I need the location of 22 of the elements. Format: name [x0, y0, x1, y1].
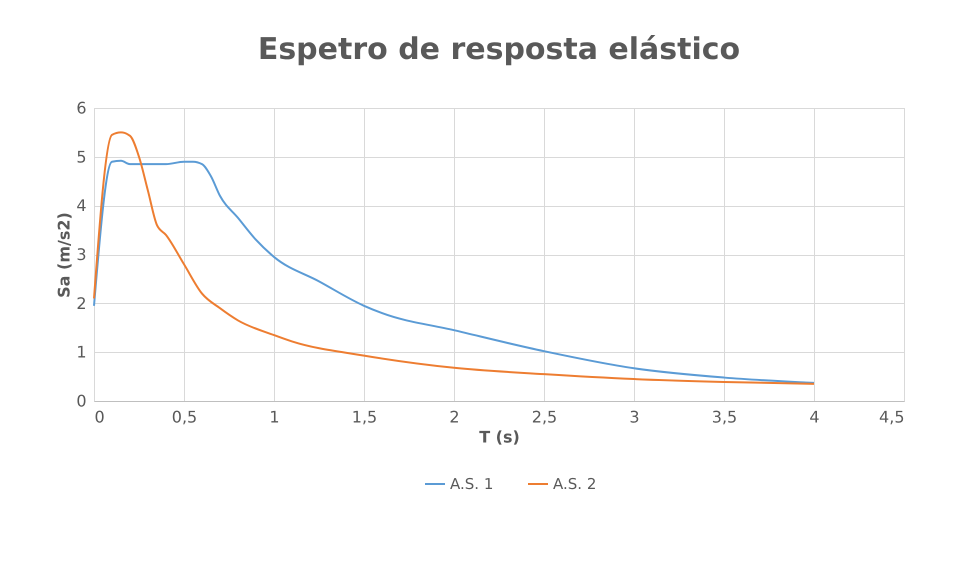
- x-tick-label: 0: [94, 408, 105, 426]
- y-tick-label: 5: [76, 147, 86, 166]
- legend-label: A.S. 2: [553, 475, 596, 493]
- x-tick-label: 4,5: [879, 408, 904, 426]
- x-tick-label: 3: [629, 408, 640, 426]
- legend-label: A.S. 1: [450, 475, 494, 493]
- x-tick-label: 3,5: [712, 408, 738, 426]
- x-tick-label: 0,5: [172, 408, 198, 426]
- y-tick-label: 0: [76, 392, 86, 410]
- y-tick-label: 4: [76, 196, 86, 216]
- x-tick-label: 2,5: [532, 408, 558, 426]
- y-tick-label: 1: [76, 342, 86, 362]
- y-axis-title: Sa (m/s2): [54, 212, 74, 298]
- x-tick-label: 2: [449, 408, 460, 426]
- x-axis-title: T (s): [479, 428, 520, 446]
- y-tick-label: 2: [76, 294, 86, 313]
- y-tick-label: 3: [76, 245, 86, 264]
- x-tick-label: 1: [269, 408, 280, 426]
- x-tick-label: 1,5: [352, 408, 378, 426]
- y-tick-label: 6: [76, 98, 86, 118]
- x-tick-label: 4: [809, 408, 820, 426]
- chart-title: Espetro de resposta elástico: [258, 32, 740, 67]
